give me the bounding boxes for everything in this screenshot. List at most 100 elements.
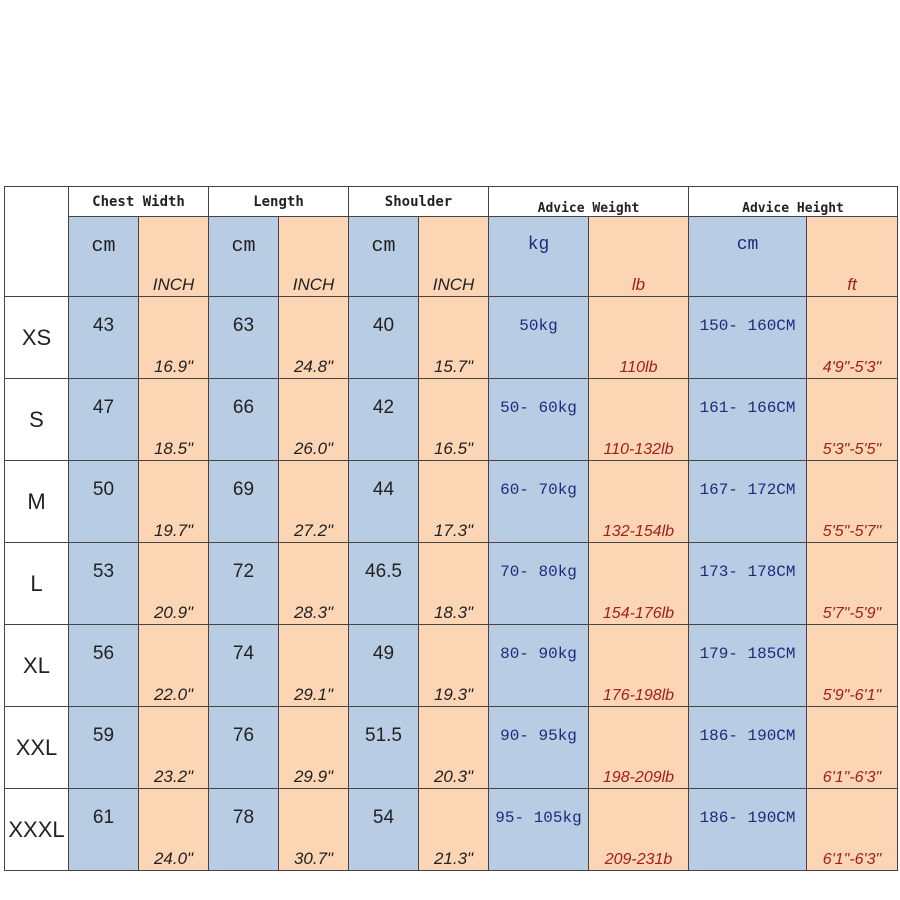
header-row: Chest Width Length Shoulder Advice Weigh… bbox=[4, 186, 898, 297]
cell-shoulder-cm: 49 bbox=[348, 624, 419, 707]
cell-length-in: 29.9" bbox=[278, 706, 349, 789]
cell-length-in: 28.3" bbox=[278, 542, 349, 625]
cell-chest-cm: 56 bbox=[68, 624, 139, 707]
unit-chest-inch: INCH bbox=[138, 216, 209, 297]
cell-shoulder-in: 15.7" bbox=[418, 296, 489, 379]
cell-height-cm: 186- 190CM bbox=[688, 788, 807, 871]
cell-weight-lb: 176-198lb bbox=[588, 624, 689, 707]
cell-shoulder-in: 17.3" bbox=[418, 460, 489, 543]
cell-chest-in: 22.0" bbox=[138, 624, 209, 707]
cell-chest-cm: 59 bbox=[68, 706, 139, 789]
cell-shoulder-cm: 51.5 bbox=[348, 706, 419, 789]
cell-shoulder-in: 20.3" bbox=[418, 706, 489, 789]
unit-shoulder-cm: cm bbox=[348, 216, 419, 297]
unit-shoulder-inch: INCH bbox=[418, 216, 489, 297]
cell-size: XXL bbox=[4, 706, 69, 789]
cell-weight-kg: 50- 60kg bbox=[488, 378, 589, 461]
cell-shoulder-cm: 54 bbox=[348, 788, 419, 871]
cell-weight-lb: 110lb bbox=[588, 296, 689, 379]
cell-chest-cm: 61 bbox=[68, 788, 139, 871]
unit-height-cm: cm bbox=[688, 216, 807, 297]
cell-height-ft: 5'7"-5'9" bbox=[806, 542, 898, 625]
cell-length-cm: 78 bbox=[208, 788, 279, 871]
cell-chest-cm: 43 bbox=[68, 296, 139, 379]
cell-weight-kg: 90- 95kg bbox=[488, 706, 589, 789]
cell-length-cm: 63 bbox=[208, 296, 279, 379]
cell-length-in: 26.0" bbox=[278, 378, 349, 461]
cell-shoulder-in: 21.3" bbox=[418, 788, 489, 871]
cell-chest-cm: 47 bbox=[68, 378, 139, 461]
cell-height-cm: 173- 178CM bbox=[688, 542, 807, 625]
cell-weight-lb: 209-231b bbox=[588, 788, 689, 871]
header-advice-weight: Advice Weight bbox=[488, 186, 689, 217]
corner-cell bbox=[4, 186, 69, 297]
unit-weight-lb: lb bbox=[588, 216, 689, 297]
cell-height-cm: 186- 190CM bbox=[688, 706, 807, 789]
cell-height-ft: 5'5"-5'7" bbox=[806, 460, 898, 543]
cell-weight-lb: 198-209lb bbox=[588, 706, 689, 789]
cell-chest-in: 20.9" bbox=[138, 542, 209, 625]
table-row: XL 56 22.0" 74 29.1" 49 19.3" 80- 90kg 176-198lb… bbox=[4, 624, 898, 707]
cell-length-cm: 66 bbox=[208, 378, 279, 461]
cell-height-cm: 161- 166CM bbox=[688, 378, 807, 461]
header-length: Length bbox=[208, 186, 349, 217]
cell-weight-lb: 154-176lb bbox=[588, 542, 689, 625]
table-row: XXXL 61 24.0" 78 30.7" 54 21.3" 95- 105kg 209-23… bbox=[4, 788, 898, 871]
unit-height-ft: ft bbox=[806, 216, 898, 297]
cell-height-ft: 5'9"-6'1" bbox=[806, 624, 898, 707]
cell-shoulder-in: 19.3" bbox=[418, 624, 489, 707]
header-chest-width: Chest Width bbox=[68, 186, 209, 217]
table-row: M 50 19.7" 69 27.2" 44 17.3" 60- 70kg 132-154lb 1… bbox=[4, 460, 898, 543]
table-row: L 53 20.9" 72 28.3" 46.5 18.3" 70- 80kg 154-176l… bbox=[4, 542, 898, 625]
cell-weight-lb: 110-132lb bbox=[588, 378, 689, 461]
cell-chest-in: 23.2" bbox=[138, 706, 209, 789]
cell-chest-in: 19.7" bbox=[138, 460, 209, 543]
cell-chest-cm: 53 bbox=[68, 542, 139, 625]
cell-chest-in: 24.0" bbox=[138, 788, 209, 871]
cell-size: L bbox=[4, 542, 69, 625]
cell-size: XXXL bbox=[4, 788, 69, 871]
cell-chest-in: 16.9" bbox=[138, 296, 209, 379]
cell-shoulder-cm: 40 bbox=[348, 296, 419, 379]
table-row: XS 43 16.9" 63 24.8" 40 15.7" 50kg 110lb 150- 160… bbox=[4, 296, 898, 379]
cell-size: XL bbox=[4, 624, 69, 707]
cell-shoulder-in: 18.3" bbox=[418, 542, 489, 625]
cell-chest-cm: 50 bbox=[68, 460, 139, 543]
cell-length-cm: 72 bbox=[208, 542, 279, 625]
table-row: S 47 18.5" 66 26.0" 42 16.5" 50- 60kg 110-132lb 1… bbox=[4, 378, 898, 461]
cell-height-cm: 179- 185CM bbox=[688, 624, 807, 707]
cell-weight-kg: 95- 105kg bbox=[488, 788, 589, 871]
cell-weight-kg: 70- 80kg bbox=[488, 542, 589, 625]
header-advice-height: Advice Height bbox=[688, 186, 898, 217]
cell-length-in: 29.1" bbox=[278, 624, 349, 707]
cell-height-ft: 6'1"-6'3" bbox=[806, 706, 898, 789]
cell-shoulder-cm: 44 bbox=[348, 460, 419, 543]
cell-length-in: 30.7" bbox=[278, 788, 349, 871]
unit-chest-cm: cm bbox=[68, 216, 139, 297]
cell-weight-kg: 80- 90kg bbox=[488, 624, 589, 707]
cell-size: M bbox=[4, 460, 69, 543]
cell-shoulder-cm: 42 bbox=[348, 378, 419, 461]
cell-length-cm: 74 bbox=[208, 624, 279, 707]
cell-height-cm: 167- 172CM bbox=[688, 460, 807, 543]
cell-weight-lb: 132-154lb bbox=[588, 460, 689, 543]
cell-height-ft: 4'9"-5'3" bbox=[806, 296, 898, 379]
cell-height-ft: 6'1"-6'3" bbox=[806, 788, 898, 871]
cell-length-cm: 69 bbox=[208, 460, 279, 543]
units-row: cm INCH cm INCH cm INCH kg lb cm ft bbox=[5, 216, 898, 297]
cell-shoulder-cm: 46.5 bbox=[348, 542, 419, 625]
cell-length-in: 24.8" bbox=[278, 296, 349, 379]
unit-length-inch: INCH bbox=[278, 216, 349, 297]
cell-height-cm: 150- 160CM bbox=[688, 296, 807, 379]
cell-height-ft: 5'3"-5'5" bbox=[806, 378, 898, 461]
table-row: XXL 59 23.2" 76 29.9" 51.5 20.3" 90- 95kg 198-20… bbox=[4, 706, 898, 789]
size-chart-table: Chest Width Length Shoulder Advice Weigh… bbox=[4, 186, 898, 871]
cell-size: S bbox=[4, 378, 69, 461]
cell-chest-in: 18.5" bbox=[138, 378, 209, 461]
unit-weight-kg: kg bbox=[488, 216, 589, 297]
cell-weight-kg: 60- 70kg bbox=[488, 460, 589, 543]
unit-length-cm: cm bbox=[208, 216, 279, 297]
cell-weight-kg: 50kg bbox=[488, 296, 589, 379]
header-shoulder: Shoulder bbox=[348, 186, 489, 217]
cell-shoulder-in: 16.5" bbox=[418, 378, 489, 461]
